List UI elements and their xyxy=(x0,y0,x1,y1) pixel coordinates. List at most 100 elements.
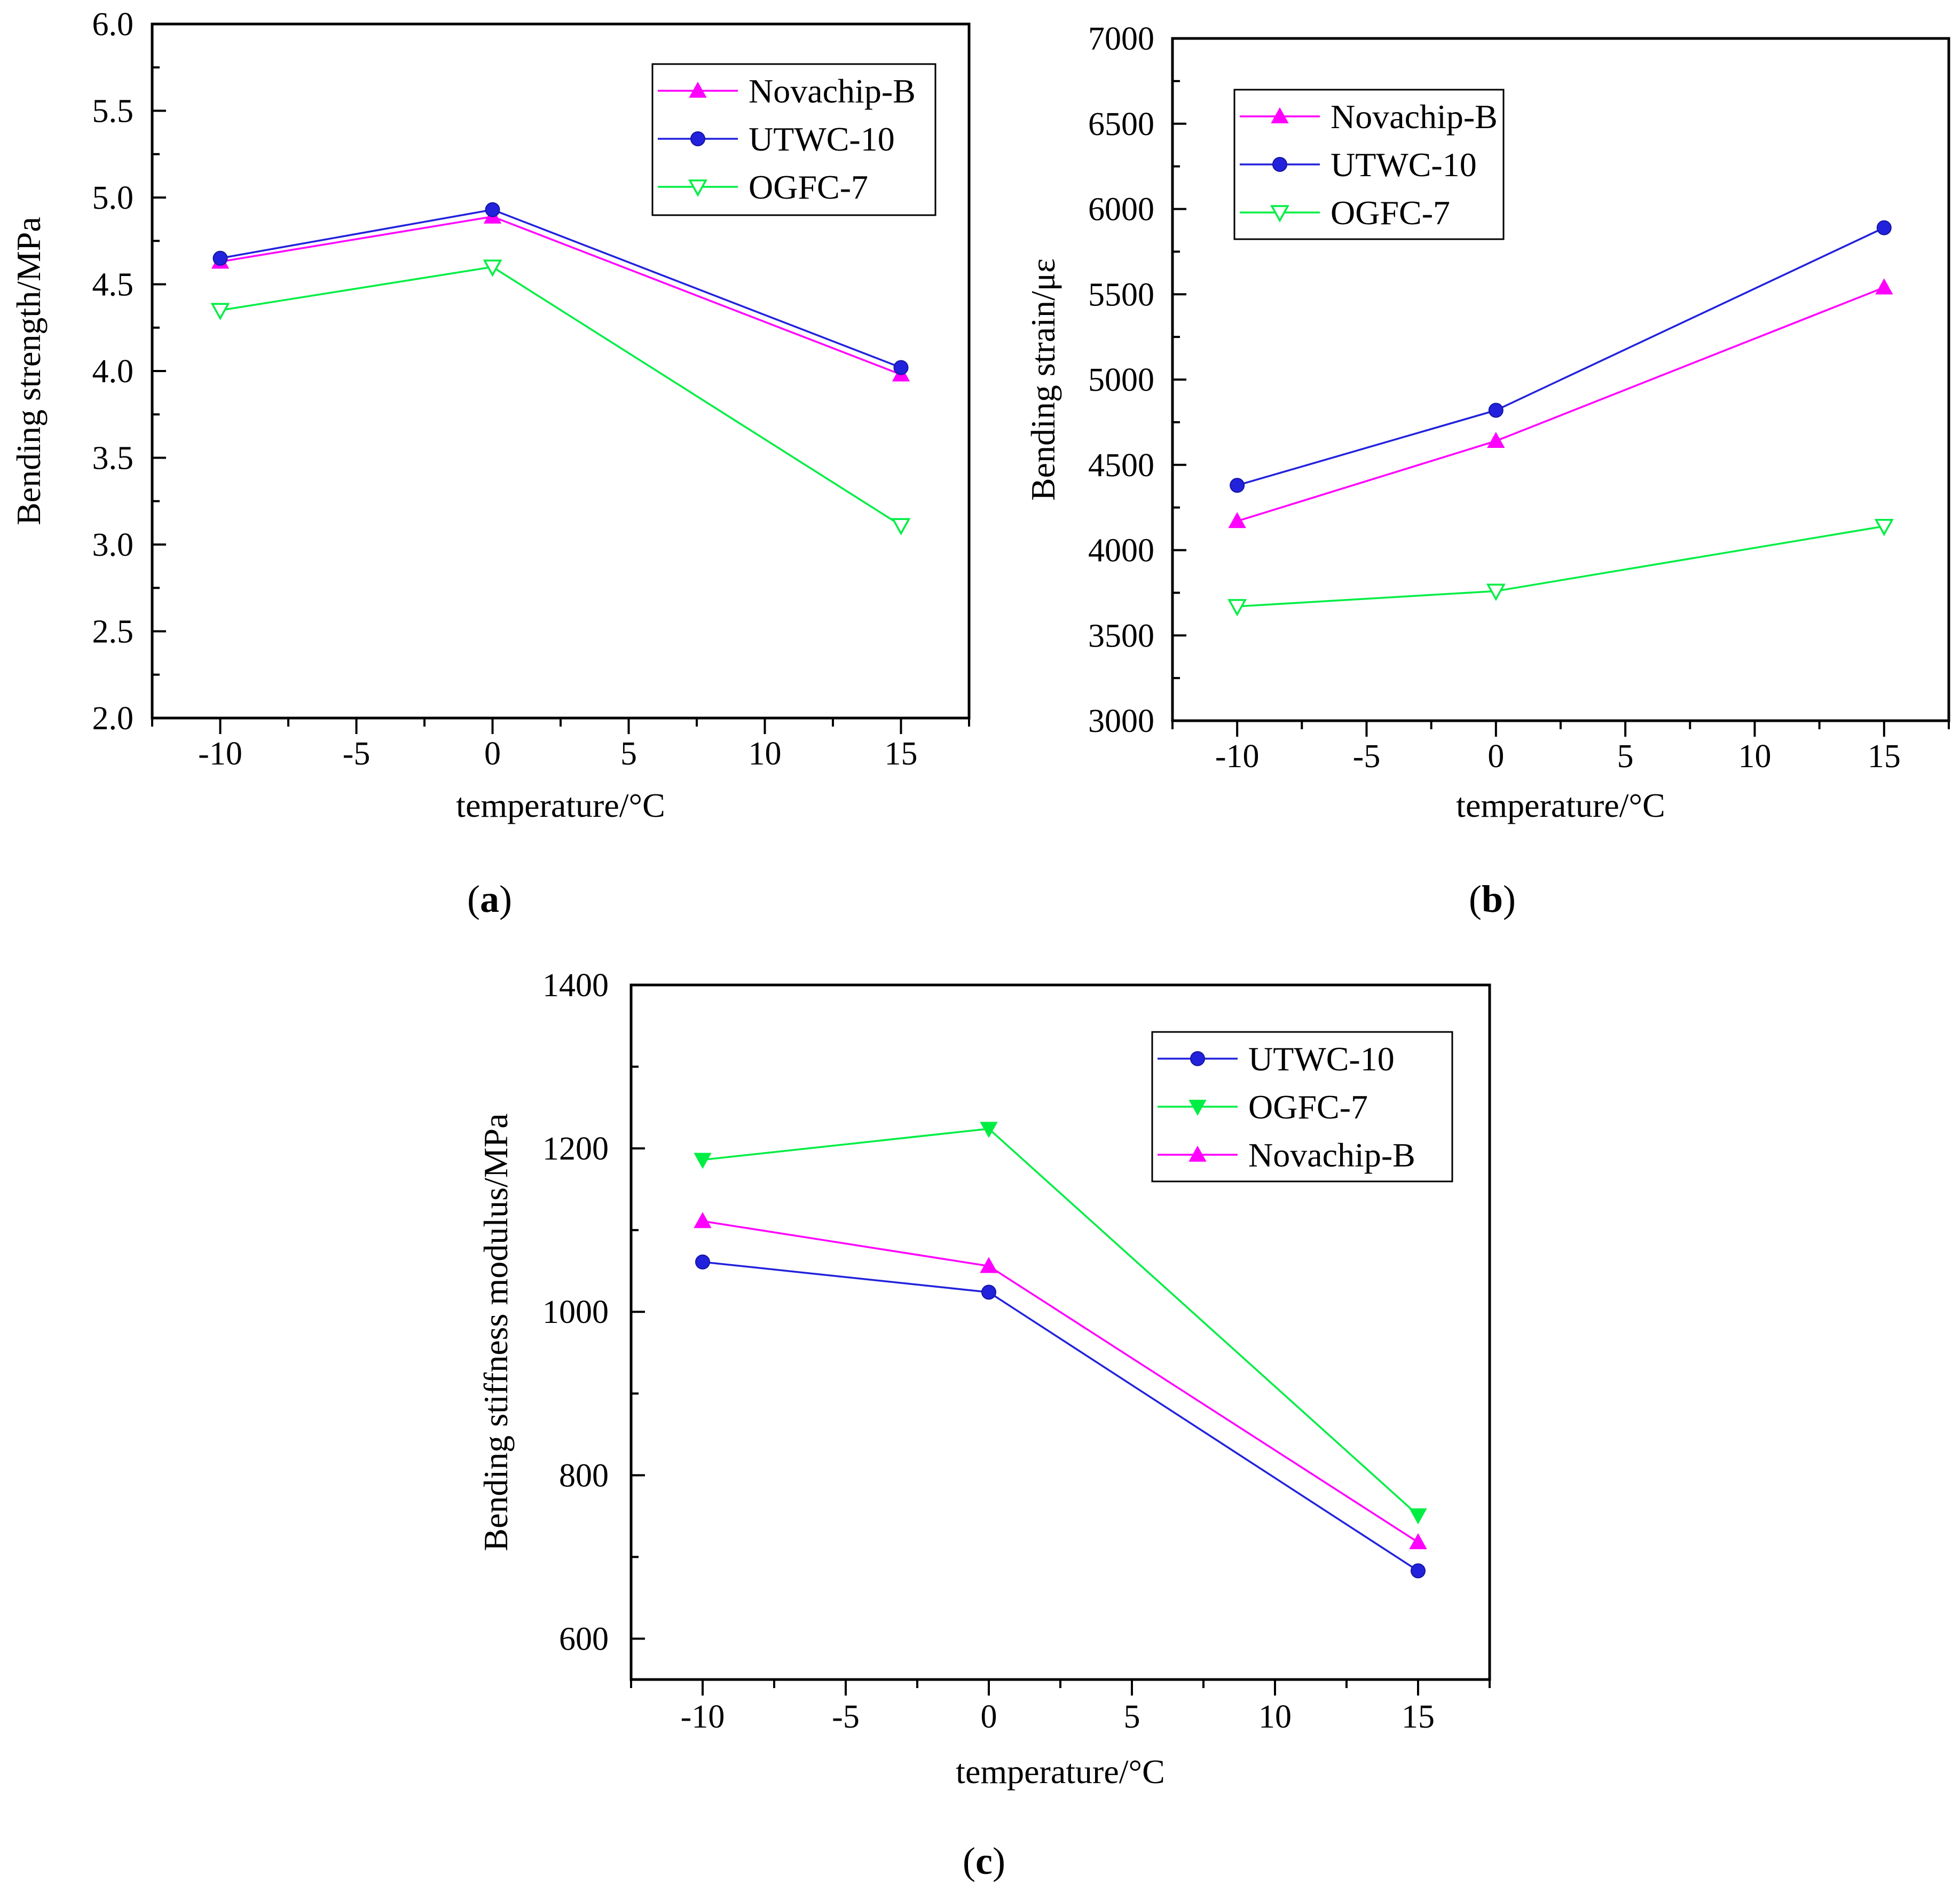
series-ogfc-7 xyxy=(1227,519,1894,617)
data-point xyxy=(210,303,230,320)
y-tick-label: 2.0 xyxy=(92,700,134,737)
legend-marker xyxy=(1272,157,1287,172)
series-novachip-b xyxy=(1228,278,1893,529)
legend-marker xyxy=(688,179,707,197)
x-tick-label: -5 xyxy=(343,736,371,772)
legend-label: Novachip-B xyxy=(1248,1136,1415,1174)
legend-label: OGFC-7 xyxy=(1248,1088,1368,1126)
legend-marker xyxy=(1188,1100,1207,1116)
y-tick-label: 3.0 xyxy=(92,527,134,563)
data-point xyxy=(1230,478,1245,493)
data-point xyxy=(1409,1508,1427,1525)
data-point xyxy=(980,1122,998,1138)
series-ogfc-7 xyxy=(210,259,911,535)
series-utwc-10 xyxy=(695,1254,1426,1579)
y-tick-label: 3.5 xyxy=(92,440,134,477)
data-point xyxy=(694,1212,712,1228)
legend-marker xyxy=(690,131,705,146)
data-point xyxy=(1488,403,1504,418)
y-axis-title: Bending stiffness modulus/MPa xyxy=(477,1113,515,1551)
data-point xyxy=(212,250,228,266)
x-tick-label: 0 xyxy=(484,736,501,772)
x-axis-title: temperature/°C xyxy=(956,1753,1165,1791)
legend-label: UTWC-10 xyxy=(1248,1040,1395,1078)
panel-caption-a: (a) xyxy=(467,878,512,920)
y-tick-label: 7000 xyxy=(1088,21,1154,57)
legend-label: Novachip-B xyxy=(1331,98,1498,136)
x-axis-title: temperature/°C xyxy=(456,786,665,824)
chart-panel-1: 2.0 2.5 3.0 3.5 4.0 4.5 5.0 5.5 6.0 -10 -5 0 5 10 15 te… xyxy=(10,6,971,824)
y-tick-label: 3000 xyxy=(1088,703,1154,739)
series-ogfc-7 xyxy=(694,1122,1427,1525)
x-tick-label: 0 xyxy=(981,1699,997,1735)
legend-marker xyxy=(1270,205,1289,223)
series-novachip-b xyxy=(694,1212,1427,1549)
data-point xyxy=(483,259,502,277)
y-tick-label: 4.0 xyxy=(92,353,134,390)
legend-marker xyxy=(1190,1051,1205,1066)
legend: Novachip-B UTWC-10 OGFC-7 xyxy=(1233,89,1505,240)
data-point xyxy=(1876,220,1892,235)
data-point xyxy=(1228,512,1246,529)
data-point xyxy=(1875,278,1893,295)
y-tick-label: 5.0 xyxy=(92,180,134,216)
legend-label: Novachip-B xyxy=(749,72,916,110)
x-tick-label: 5 xyxy=(620,736,637,772)
legend-marker xyxy=(1271,107,1289,123)
x-tick-label: -5 xyxy=(1353,738,1381,775)
y-tick-label: 6.0 xyxy=(92,6,134,43)
y-tick-label: 4.5 xyxy=(92,267,134,303)
x-tick-label: -5 xyxy=(832,1699,860,1735)
y-tick-label: 4000 xyxy=(1088,533,1154,569)
x-tick-label: 15 xyxy=(885,736,918,772)
data-point xyxy=(1486,584,1506,601)
y-tick-label: 5.5 xyxy=(92,93,134,130)
data-point xyxy=(1874,519,1894,537)
x-tick-label: 10 xyxy=(1738,738,1772,775)
x-tick-label: -10 xyxy=(1215,738,1260,775)
chart-panel-3: 600 800 1000 1200 1400 -10 -5 0 5 10 15 temperature… xyxy=(477,967,1491,1791)
y-tick-label: 6000 xyxy=(1088,192,1154,228)
data-point xyxy=(981,1284,996,1300)
legend: UTWC-10 OGFC-7 Novachip-B xyxy=(1151,1031,1453,1183)
data-point xyxy=(891,518,911,535)
y-tick-label: 1200 xyxy=(542,1131,609,1167)
data-point xyxy=(980,1257,998,1273)
legend-label: OGFC-7 xyxy=(749,168,868,206)
legend-label: UTWC-10 xyxy=(1331,146,1477,184)
data-point xyxy=(1411,1563,1426,1579)
x-tick-label: 5 xyxy=(1124,1699,1140,1735)
y-tick-label: 5000 xyxy=(1088,362,1154,398)
panel-caption-b: (b) xyxy=(1469,878,1516,920)
y-tick-label: 2.5 xyxy=(92,614,134,650)
y-axis-title: Bending strain/με xyxy=(1024,258,1062,501)
data-point xyxy=(695,1254,710,1270)
data-point xyxy=(893,360,909,375)
y-tick-label: 1400 xyxy=(542,967,609,1004)
series-utwc-10 xyxy=(212,202,909,375)
x-tick-label: -10 xyxy=(681,1699,725,1735)
data-point xyxy=(694,1153,712,1169)
y-tick-label: 1000 xyxy=(542,1294,609,1330)
series-utwc-10 xyxy=(1230,220,1892,493)
y-tick-label: 4500 xyxy=(1088,447,1154,484)
legend: Novachip-B UTWC-10 OGFC-7 xyxy=(651,63,936,216)
x-tick-label: 5 xyxy=(1617,738,1634,775)
data-point xyxy=(485,202,500,217)
x-tick-label: 10 xyxy=(1258,1699,1292,1735)
panel-caption-c: (c) xyxy=(963,1840,1005,1882)
y-tick-label: 3500 xyxy=(1088,618,1154,654)
x-tick-label: 15 xyxy=(1402,1699,1435,1735)
legend-label: UTWC-10 xyxy=(749,120,895,158)
y-tick-label: 600 xyxy=(559,1621,609,1657)
chart-panel-2: 3000 3500 4000 4500 5000 5500 6000 6500 7000 -10 -… xyxy=(1024,21,1950,824)
y-tick-label: 5500 xyxy=(1088,277,1154,313)
x-tick-label: 10 xyxy=(749,736,782,772)
legend-marker xyxy=(1188,1145,1207,1162)
data-point xyxy=(1409,1533,1427,1549)
legend-marker xyxy=(689,81,707,98)
data-point xyxy=(1227,599,1247,617)
y-axis-title: Bending strength/MPa xyxy=(10,217,48,525)
data-point xyxy=(1487,431,1505,448)
